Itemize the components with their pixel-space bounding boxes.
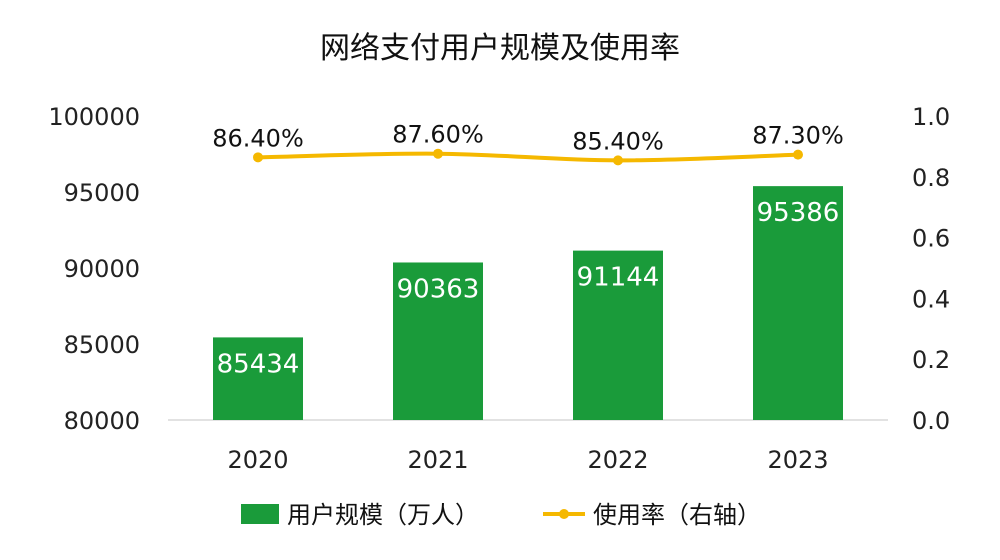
right-tick-label: 0.2 xyxy=(912,346,950,374)
right-tick-label: 0.6 xyxy=(912,225,950,253)
bar xyxy=(573,250,663,420)
usage-rate-point xyxy=(613,155,623,166)
left-tick-label: 100000 xyxy=(48,103,140,131)
legend-swatch-marker xyxy=(559,509,569,519)
usage-rate-value-label: 86.40% xyxy=(212,124,304,152)
left-axis: 80000 85000 90000 95000 100000 xyxy=(48,103,140,435)
left-tick-label: 90000 xyxy=(64,255,140,283)
legend-label-line: 使用率（右轴） xyxy=(593,501,761,529)
bar xyxy=(213,337,303,420)
left-tick-label: 95000 xyxy=(64,179,140,207)
x-tick-label: 2023 xyxy=(767,446,828,474)
usage-rate-series: 86.40% 87.60% 85.40% 87.30% xyxy=(212,121,844,166)
bar-value-label: 85434 xyxy=(217,349,300,379)
right-tick-label: 0.4 xyxy=(912,285,950,313)
bar xyxy=(753,186,843,420)
x-axis: 2020 2021 2022 2023 xyxy=(227,446,828,474)
legend-swatch-bar xyxy=(241,504,279,524)
x-tick-label: 2022 xyxy=(587,446,648,474)
usage-rate-value-label: 85.40% xyxy=(572,127,664,155)
chart-title: 网络支付用户规模及使用率 xyxy=(320,31,680,66)
bar xyxy=(393,262,483,420)
left-tick-label: 80000 xyxy=(64,407,140,435)
usage-rate-line xyxy=(257,151,799,163)
right-axis: 0.0 0.2 0.4 0.6 0.8 1.0 xyxy=(912,103,950,435)
legend-label-bar: 用户规模（万人） xyxy=(287,501,479,529)
usage-rate-value-label: 87.30% xyxy=(752,122,844,150)
x-tick-label: 2020 xyxy=(227,446,288,474)
legend: 用户规模（万人） 使用率（右轴） xyxy=(241,501,761,529)
bars: 85434 90363 91144 95386 xyxy=(213,186,843,420)
right-tick-label: 1.0 xyxy=(912,103,950,131)
usage-rate-point xyxy=(793,149,803,160)
usage-rate-point xyxy=(253,152,263,163)
usage-rate-point xyxy=(433,148,443,159)
right-tick-label: 0.8 xyxy=(912,164,950,192)
right-tick-label: 0.0 xyxy=(912,407,950,435)
x-tick-label: 2021 xyxy=(407,446,468,474)
bar-value-label: 91144 xyxy=(577,263,660,293)
usage-rate-value-label: 87.60% xyxy=(392,121,484,149)
bar-value-label: 90363 xyxy=(397,274,480,304)
left-tick-label: 85000 xyxy=(64,331,140,359)
bar-value-label: 95386 xyxy=(757,198,840,228)
